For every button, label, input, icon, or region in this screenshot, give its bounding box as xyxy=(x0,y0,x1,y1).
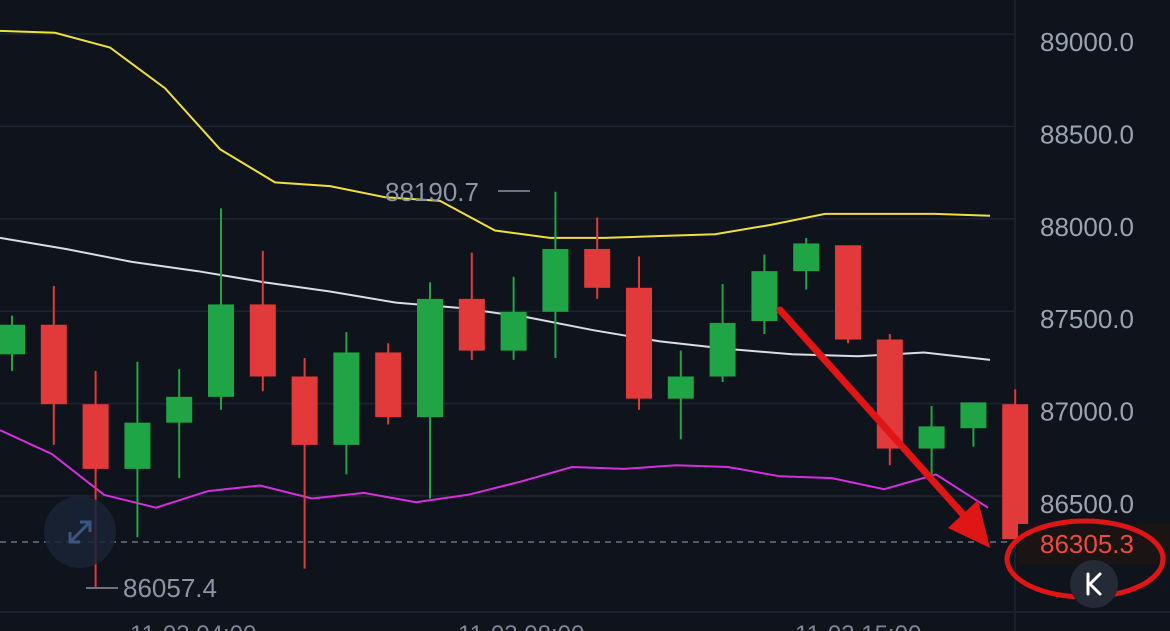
candle-body xyxy=(166,396,193,423)
candle-down xyxy=(40,285,67,445)
candle-body xyxy=(333,352,360,445)
candle-down xyxy=(249,250,276,392)
candle-body xyxy=(626,287,652,399)
candle-body xyxy=(124,422,151,469)
x-tick-label: 11-03 08:00 xyxy=(458,621,584,631)
x-axis: 11-03 04:00 11-03 08:00 11-03 15:00 xyxy=(130,621,921,631)
candle-up xyxy=(166,369,193,479)
y-tick-label: 88500.0 xyxy=(1040,119,1134,149)
candle-up xyxy=(417,282,443,499)
candle-up xyxy=(124,361,151,538)
candle-body xyxy=(82,404,109,469)
candle-body xyxy=(960,402,987,429)
lower-band-line xyxy=(0,429,989,509)
expand-arrows-icon[interactable] xyxy=(44,496,116,568)
candle-body xyxy=(208,304,234,397)
candle-body xyxy=(918,426,945,449)
candle-up xyxy=(208,208,234,410)
red-arrow-shaft xyxy=(776,306,972,524)
candle-down xyxy=(835,245,861,344)
last-price-tag: 86305.3 xyxy=(1040,529,1134,559)
candle-body xyxy=(584,248,611,288)
candle-down xyxy=(375,343,402,425)
y-tick-label: 89000.0 xyxy=(1040,27,1134,57)
collapse-k-icon[interactable] xyxy=(1070,560,1118,608)
candle-body xyxy=(500,311,527,351)
candle-up xyxy=(793,237,820,290)
candle-body xyxy=(375,352,402,418)
candle-down xyxy=(584,217,611,299)
last-price-tag-background xyxy=(1018,524,1170,564)
y-tick-label: 87500.0 xyxy=(1040,304,1134,334)
candle-up xyxy=(333,332,360,475)
candle-up xyxy=(960,402,987,447)
y-tick-label: 88000.0 xyxy=(1040,212,1134,242)
candle-body xyxy=(751,271,778,322)
y-tick-label: 86500.0 xyxy=(1040,489,1134,519)
candle-up xyxy=(667,350,694,440)
upper-band-line xyxy=(0,29,991,239)
candle-up xyxy=(918,406,945,480)
candle-up xyxy=(500,276,527,360)
candle-down xyxy=(291,358,318,569)
candle-body xyxy=(1002,404,1029,540)
candle-body xyxy=(458,298,485,351)
candle-body xyxy=(291,376,318,445)
candle-body xyxy=(709,322,736,377)
candle-down xyxy=(626,256,652,410)
red-arrow-head-icon xyxy=(948,500,990,548)
x-tick-label: 11-03 04:00 xyxy=(130,621,256,631)
candle-down xyxy=(1002,389,1029,541)
candle-body xyxy=(40,324,67,405)
candle-up xyxy=(709,284,736,383)
candle-body xyxy=(542,248,569,312)
candle-down xyxy=(458,252,485,360)
low-price-annotation: 86057.4 xyxy=(123,573,217,603)
candle-body xyxy=(667,376,694,399)
candle-up xyxy=(0,315,25,371)
candle-layer xyxy=(0,191,1029,588)
high-price-annotation: 88190.7 xyxy=(385,177,479,207)
candle-up xyxy=(751,254,778,334)
candle-body xyxy=(835,245,861,340)
candle-body xyxy=(417,298,443,418)
candle-body xyxy=(793,243,820,272)
candle-body xyxy=(0,324,25,355)
y-axis: 89000.0 88500.0 88000.0 87500.0 87000.0 … xyxy=(1040,27,1134,519)
candle-body xyxy=(249,304,276,377)
y-tick-label: 87000.0 xyxy=(1040,397,1134,427)
x-tick-label: 11-03 15:00 xyxy=(795,621,921,631)
candle-up xyxy=(542,191,569,359)
